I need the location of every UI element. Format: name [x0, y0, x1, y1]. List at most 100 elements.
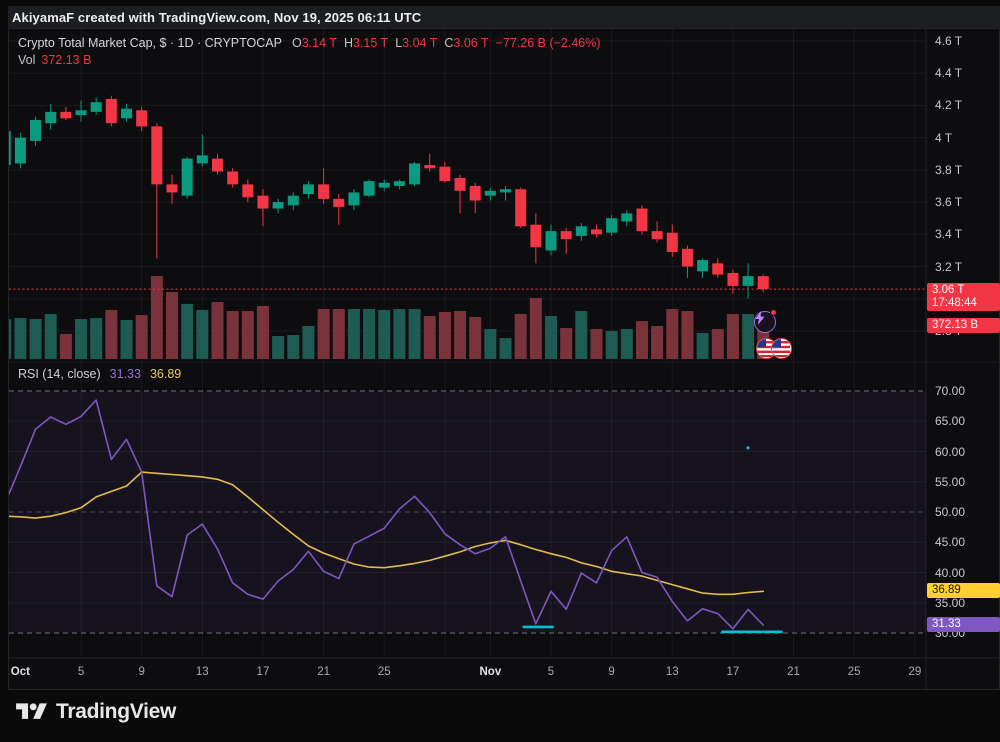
lightning-icon: [754, 311, 776, 333]
ohlc-value: 3.04 T: [402, 35, 438, 50]
volume-bar: [605, 331, 618, 359]
candle-body: [424, 165, 436, 169]
volume-bar: [469, 316, 482, 359]
volume-bar: [635, 321, 648, 359]
candle-body: [757, 276, 769, 290]
volume-bar: [14, 318, 27, 359]
rsi-axis-tick: 55.00: [935, 474, 966, 489]
volume-bar: [514, 313, 527, 359]
rsi-legend: RSI (14, close) 31.33 36.89: [18, 366, 181, 382]
symbol-legend: Crypto Total Market Cap, $ · 1D · CRYPTO…: [18, 34, 601, 68]
time-axis-tick: 5: [547, 666, 555, 678]
rsi-ma-line: [9, 471, 765, 596]
volume-bar: [181, 303, 194, 359]
time-axis-tick: 25: [377, 666, 391, 678]
rsi-axis-tick: 40.00: [935, 565, 966, 580]
price-axis-tick: 4.6 T: [935, 34, 963, 48]
candle-body: [348, 192, 360, 206]
rsi-axis-tick: 65.00: [935, 414, 966, 429]
symbol-title[interactable]: Crypto Total Market Cap, $ · 1D · CRYPTO…: [18, 35, 282, 50]
volume-bar: [423, 315, 436, 359]
volume-bar: [166, 292, 178, 359]
ohlc-key: O: [291, 35, 302, 50]
volume-bar: [241, 311, 254, 359]
candle-body: [151, 126, 163, 185]
time-axis-tick: 21: [787, 666, 800, 678]
volume-bar: [44, 313, 57, 359]
candle-body: [409, 163, 421, 185]
time-axis-tick: 13: [665, 666, 679, 678]
candle-body: [454, 177, 466, 191]
time-axis-tick: 13: [195, 666, 209, 678]
ohlc-pair: C3.06 T: [444, 36, 488, 50]
candle-body: [181, 158, 193, 196]
volume-bar: [75, 319, 88, 359]
candle-body: [378, 182, 390, 188]
attribution-text: AkiyamaF created with TradingView.com, N…: [12, 9, 422, 25]
attribution-bar: AkiyamaF created with TradingView.com, N…: [8, 6, 1000, 28]
candle-body: [90, 102, 102, 112]
volume-bar: [226, 311, 239, 359]
candle-body: [227, 171, 239, 185]
rsi-current-value: 31.33: [109, 367, 141, 381]
volume-bar: [317, 309, 330, 359]
volume-bar: [272, 335, 285, 359]
volume-bar: [696, 332, 709, 359]
volume-bar: [529, 298, 542, 359]
bar-countdown: 17:48:44: [932, 297, 977, 310]
candle-body: [30, 119, 42, 141]
volume-bar: [560, 328, 573, 359]
symbol-legend-row: Crypto Total Market Cap, $ · 1D · CRYPTO…: [18, 34, 601, 51]
time-axis-tick: 17: [256, 666, 270, 678]
candle-body: [712, 263, 724, 275]
candle-body: [45, 111, 57, 124]
time-axis-tick: Nov: [479, 666, 502, 678]
candle-body: [666, 232, 678, 253]
candle-body: [196, 155, 208, 164]
volume-bar: [347, 309, 360, 359]
rsi-title[interactable]: RSI (14, close): [18, 367, 101, 381]
candle-body: [651, 231, 663, 240]
volume-bar: [726, 313, 739, 359]
flash-alert-event-icon[interactable]: [754, 309, 777, 333]
candle-body: [60, 111, 72, 119]
price-axis-tick: 3.4 T: [935, 227, 963, 242]
ohlc-pair: L3.04 T: [395, 36, 437, 50]
time-axis-tick: 29: [908, 666, 922, 678]
volume-bar: [681, 311, 694, 359]
rsi-dot-mark: [746, 446, 750, 450]
rsi-value-badge: 31.33: [927, 616, 1000, 632]
current-price-value: 3.06 T: [932, 284, 965, 297]
candle-body: [318, 184, 330, 199]
time-axis-tick: 21: [317, 666, 330, 678]
volume-bar: [378, 309, 391, 359]
candle-body: [484, 190, 496, 196]
time-axis-tick: 9: [608, 666, 615, 678]
candle-body: [272, 202, 284, 209]
volume-label: Vol: [18, 52, 36, 67]
volume-bar: [120, 319, 133, 359]
candle-body: [287, 195, 299, 206]
candle-body: [500, 189, 512, 193]
candle-body: [105, 98, 117, 124]
candle-body: [727, 272, 739, 286]
ohlc-value: 3.06 T: [453, 35, 489, 50]
volume-bar: [29, 319, 42, 359]
candle-body: [560, 231, 572, 240]
time-axis-tick: 17: [726, 666, 740, 678]
candle-body: [136, 110, 148, 127]
volume-bar: [393, 309, 406, 359]
tradingview-logo[interactable]: TradingView: [16, 700, 176, 724]
volume-bar: [408, 309, 421, 359]
candle-body: [439, 166, 451, 182]
chart-frame: Crypto Total Market Cap, $ · 1D · CRYPTO…: [8, 28, 1000, 691]
candle-body: [363, 181, 375, 196]
chart-canvas[interactable]: [9, 29, 1000, 691]
ohlc-value: 3.14 T: [301, 35, 337, 50]
rsi-band-background: [9, 391, 926, 633]
us-economic-event-icon[interactable]: [756, 338, 793, 359]
candle-body: [333, 198, 345, 207]
rsi-axis-tick: 50.00: [935, 505, 966, 519]
volume-bar: [59, 333, 72, 359]
candle-body: [621, 213, 633, 222]
